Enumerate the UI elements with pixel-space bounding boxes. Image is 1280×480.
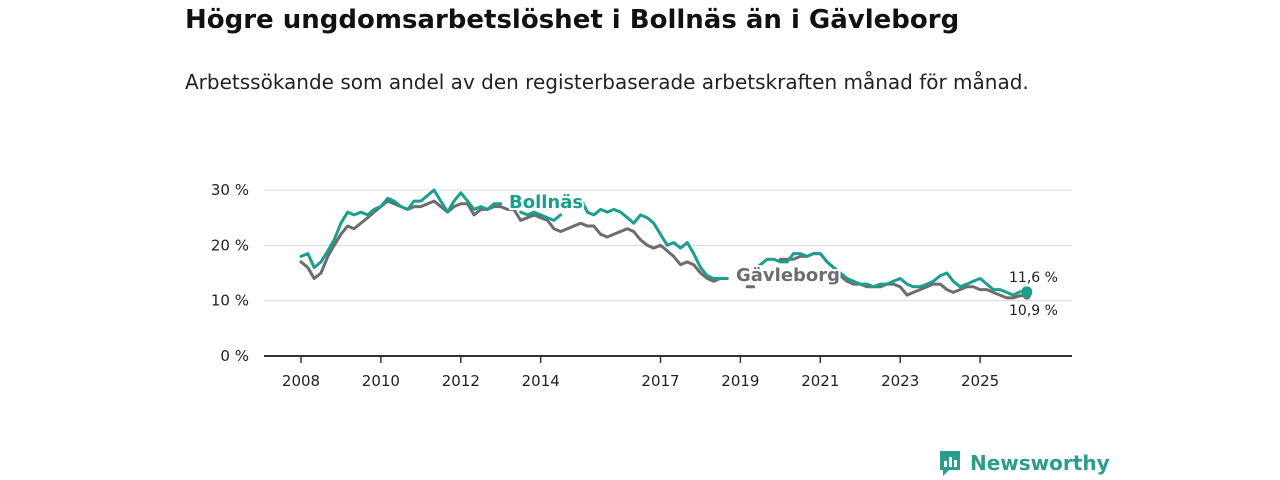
x-tick-label: 2010	[362, 372, 400, 390]
series-labels: Bollnäs Gävleborg 11,6 % 10,9 %	[507, 190, 1060, 321]
y-tick-label: 20 %	[211, 236, 249, 254]
chart-title: Högre ungdomsarbetslöshet i Bollnäs än i…	[185, 5, 960, 35]
series-line-bollnas	[299, 188, 1029, 297]
brand-logo: Newsworthy	[938, 449, 1110, 477]
end-value-bollnas: 11,6 %	[1009, 270, 1058, 286]
y-tick-label: 0 %	[220, 347, 249, 365]
x-axis: 2008 2010 2012 2014 2017 2019 2021 2023 2025	[264, 355, 1072, 390]
series-label-bollnas: Bollnäs	[509, 192, 583, 213]
x-tick-label: 2019	[721, 372, 759, 390]
y-axis: 0 % 10 % 20 % 30 %	[211, 181, 249, 365]
y-tick-label: 30 %	[211, 181, 249, 199]
series-label-gavleborg: Gävleborg	[736, 265, 840, 286]
x-tick-label: 2025	[961, 372, 999, 390]
line-chart: 0 % 10 % 20 % 30 % 2008 2010 2012 2014 2017 2019…	[211, 181, 1072, 390]
series-line-gavleborg	[299, 199, 1029, 300]
brand-name: Newsworthy	[970, 451, 1110, 475]
x-tick-label: 2023	[881, 372, 919, 390]
end-value-gavleborg: 10,9 %	[1009, 303, 1058, 319]
x-tick-label: 2014	[522, 372, 560, 390]
chart-subtitle: Arbetssökande som andel av den registerb…	[185, 70, 1029, 94]
x-tick-label: 2017	[641, 372, 679, 390]
series-lines	[299, 188, 1033, 300]
y-tick-label: 10 %	[211, 292, 249, 310]
x-tick-label: 2021	[801, 372, 839, 390]
x-tick-label: 2012	[442, 372, 480, 390]
newsworthy-logo-icon	[940, 451, 960, 476]
end-marker-bollnas	[1021, 286, 1033, 298]
x-tick-label: 2008	[282, 372, 320, 390]
